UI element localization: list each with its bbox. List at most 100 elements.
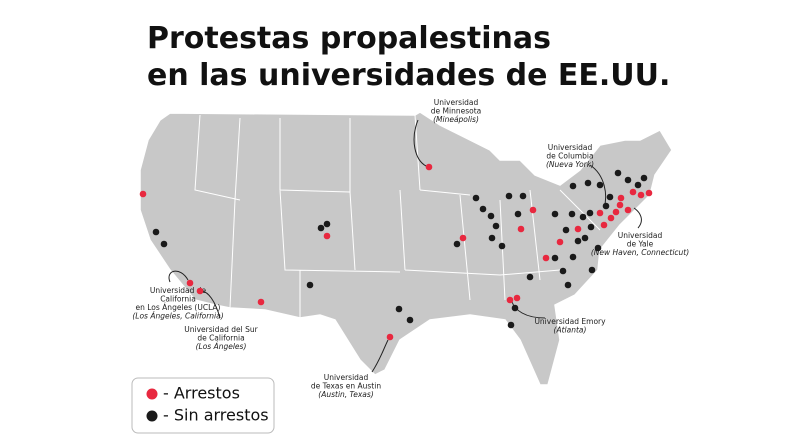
legend-dot <box>146 388 158 400</box>
us-map <box>139 111 673 386</box>
university-dot <box>317 224 325 232</box>
annotation-line: de California <box>197 334 244 343</box>
university-dot <box>581 234 589 242</box>
university-dot <box>614 169 622 177</box>
university-dot <box>323 232 331 240</box>
university-dot <box>588 266 596 274</box>
university-dot <box>586 209 594 217</box>
university-dot <box>606 193 614 201</box>
university-dot <box>569 253 577 261</box>
title-line: en las universidades de EE.UU. <box>147 58 670 93</box>
legend-dot <box>146 410 158 422</box>
annotation-line: Universidad de <box>150 286 207 295</box>
university-dot <box>406 316 414 324</box>
annotation-arrows <box>168 119 642 373</box>
university-dot <box>472 194 480 202</box>
annotation-place: (Nueva York) <box>546 160 594 169</box>
title-line: Protestas propalestinas <box>147 21 551 56</box>
university-dot <box>498 242 506 250</box>
university-dot <box>616 201 624 209</box>
university-dot <box>511 304 519 312</box>
university-dot <box>517 225 525 233</box>
annotation-place: (Austin, Texas) <box>318 390 373 399</box>
university-dot <box>637 191 645 199</box>
university-dot <box>196 287 204 295</box>
annotation-line: de Columbia <box>546 152 593 161</box>
state-borders <box>194 114 601 318</box>
legend-box <box>131 377 275 434</box>
university-dot <box>559 267 567 275</box>
university-dot <box>579 213 587 221</box>
university-dot <box>186 279 194 287</box>
university-dot <box>139 190 147 198</box>
university-dot <box>386 333 394 341</box>
university-dot <box>152 228 160 236</box>
university-dot <box>395 305 403 313</box>
university-dot <box>551 210 559 218</box>
university-dot <box>505 192 513 200</box>
annotation-line: de Texas en Austin <box>311 382 381 391</box>
university-dot <box>551 254 559 262</box>
annotation-line: de Yale <box>627 240 654 249</box>
annotation-line: de Minnesota <box>431 107 481 116</box>
university-dot <box>513 294 521 302</box>
university-dot <box>624 206 632 214</box>
annotation-place: (Los Ángeles, California) <box>132 312 223 321</box>
annotation-place: (Mineápolis) <box>433 115 479 124</box>
university-dot <box>645 189 653 197</box>
university-dot <box>479 205 487 213</box>
university-dot <box>542 254 550 262</box>
annotation-place: (Los Ángeles) <box>196 342 247 351</box>
annotation-place: (Atlanta) <box>554 326 587 335</box>
university-dot <box>488 234 496 242</box>
university-dot <box>556 238 564 246</box>
annotation-line: Universidad <box>324 373 369 382</box>
university-dot <box>564 281 572 289</box>
university-dot <box>562 226 570 234</box>
university-dot <box>323 220 331 228</box>
university-dot <box>612 208 620 216</box>
legend-label: - Arrestos <box>163 384 240 403</box>
university-dot <box>574 225 582 233</box>
university-dot <box>514 210 522 218</box>
university-dot <box>257 298 265 306</box>
university-dot <box>507 321 515 329</box>
university-dot <box>526 273 534 281</box>
university-dot <box>519 192 527 200</box>
university-dot <box>487 212 495 220</box>
university-dot <box>569 182 577 190</box>
university-dot <box>574 237 582 245</box>
annotation-line: Universidad <box>548 143 593 152</box>
annotation-line: Universidad <box>618 231 663 240</box>
university-dot <box>600 221 608 229</box>
university-dot <box>596 181 604 189</box>
university-dot <box>568 210 576 218</box>
university-dot <box>594 244 602 252</box>
university-dot <box>602 202 610 210</box>
university-dot <box>607 214 615 222</box>
university-dot <box>624 176 632 184</box>
university-dot <box>634 181 642 189</box>
university-dot <box>506 296 514 304</box>
legend-label: - Sin arrestos <box>163 406 269 425</box>
university-dot <box>453 240 461 248</box>
university-dot <box>640 174 648 182</box>
university-dot <box>160 240 168 248</box>
annotation-line: Universidad <box>434 98 479 107</box>
university-dot <box>492 222 500 230</box>
university-dot <box>584 179 592 187</box>
university-dot <box>306 281 314 289</box>
annotation-line: en Los Ángeles (UCLA) <box>136 303 221 312</box>
annotation-place: (New Haven, Connecticut) <box>591 248 689 257</box>
university-dot <box>596 209 604 217</box>
university-dot <box>425 163 433 171</box>
annotation-line: Universidad Emory <box>534 317 606 326</box>
university-dot <box>529 206 537 214</box>
university-dot <box>617 194 625 202</box>
university-dot <box>587 223 595 231</box>
university-dot <box>459 234 467 242</box>
annotation-line: California <box>160 295 196 304</box>
university-dot <box>629 188 637 196</box>
